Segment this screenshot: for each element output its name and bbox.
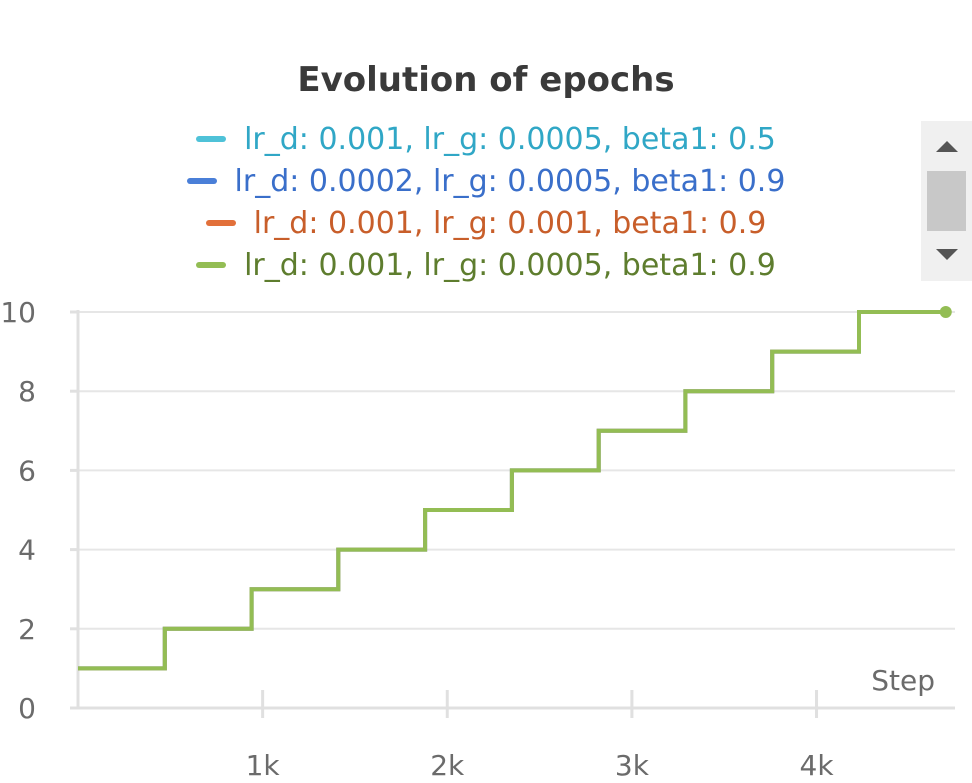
y-tick-label: 0 — [18, 692, 36, 725]
legend-swatch — [196, 136, 227, 142]
x-tick-label: 4k — [800, 749, 835, 782]
x-tick-label: 1k — [246, 749, 281, 782]
x-tick-label: 3k — [615, 749, 650, 782]
legend-swatch — [186, 178, 217, 184]
legend-item[interactable]: lr_d: 0.001, lr_g: 0.001, beta1: 0.9 — [0, 202, 972, 244]
x-axis-label: Step — [871, 664, 935, 697]
legend-label: lr_d: 0.001, lr_g: 0.0005, beta1: 0.5 — [244, 121, 776, 157]
y-tick-label: 10 — [0, 296, 36, 329]
legend-scrollbar[interactable] — [921, 121, 972, 281]
chart-title: Evolution of epochs — [297, 60, 675, 100]
series-end-point — [939, 306, 952, 318]
x-tick-label: 2k — [430, 749, 465, 782]
scroll-down-arrow-icon[interactable] — [936, 249, 958, 260]
legend-label: lr_d: 0.001, lr_g: 0.001, beta1: 0.9 — [253, 205, 767, 241]
axes — [76, 310, 955, 710]
legend-swatch — [196, 262, 227, 268]
y-tick-label: 2 — [18, 613, 36, 646]
series-line — [78, 310, 946, 671]
legend-item[interactable]: lr_d: 0.001, lr_g: 0.0005, beta1: 0.5 — [0, 118, 972, 160]
tick-labels: 0 2 4 6 8 10 1k 2k 3k 4k — [0, 296, 834, 782]
y-tick-label: 6 — [18, 454, 36, 487]
legend-label: lr_d: 0.001, lr_g: 0.0005, beta1: 0.9 — [244, 247, 776, 283]
legend-item[interactable]: lr_d: 0.001, lr_g: 0.0005, beta1: 0.9 — [0, 244, 972, 286]
legend-swatch — [205, 220, 236, 226]
series-lines — [78, 306, 952, 671]
scroll-up-arrow-icon[interactable] — [936, 141, 958, 152]
legend-label: lr_d: 0.0002, lr_g: 0.0005, beta1: 0.9 — [234, 163, 786, 199]
legend-item[interactable]: lr_d: 0.0002, lr_g: 0.0005, beta1: 0.9 — [0, 160, 972, 202]
y-tick-label: 4 — [18, 534, 36, 567]
scrollbar-thumb[interactable] — [927, 171, 966, 231]
y-tick-label: 8 — [18, 375, 36, 408]
